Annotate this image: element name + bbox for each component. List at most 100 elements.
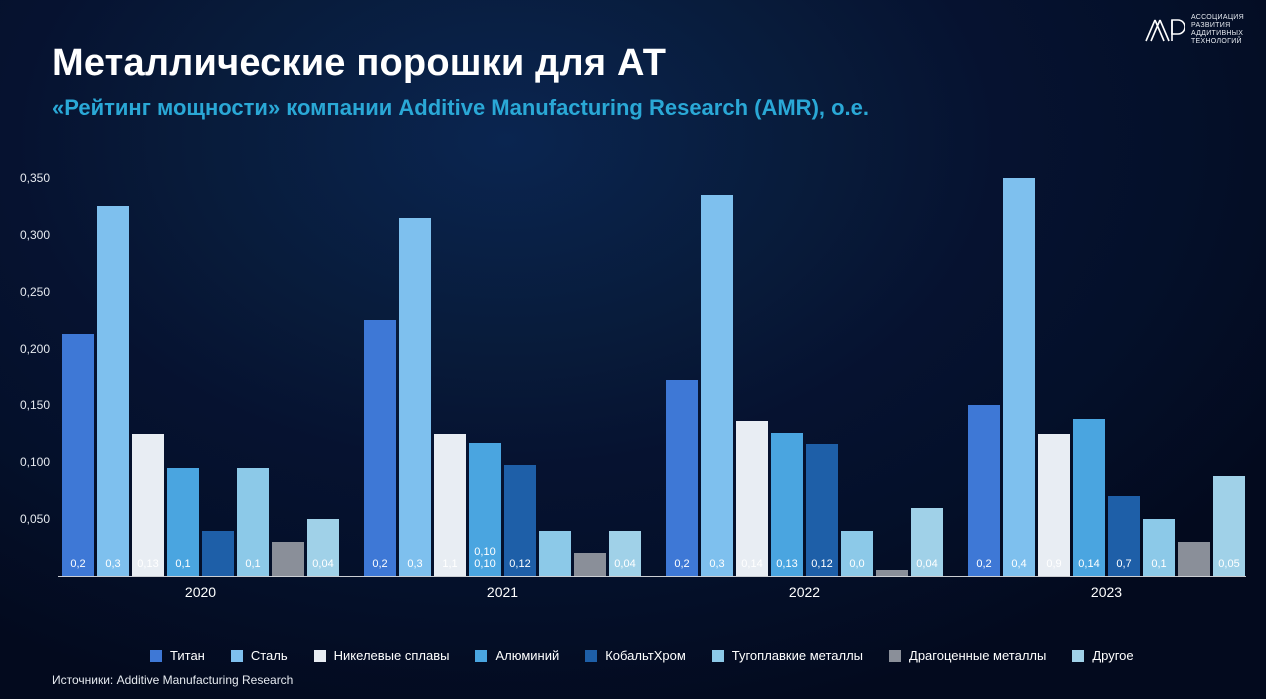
legend-swatch [1072,650,1084,662]
y-tick-label: 0,200 [20,342,50,356]
chart-plot: 0,0500,1000,1500,2000,2500,3000,3500,20,… [58,178,1246,577]
legend-item: Сталь [231,648,288,663]
legend-item: Титан [150,648,205,663]
bar: 0,2 [364,320,396,576]
legend-swatch [231,650,243,662]
legend-label: Титан [170,648,205,663]
bar-value-label: 0,2 [70,558,85,570]
x-tick-label: 2023 [1091,584,1122,600]
legend-swatch [585,650,597,662]
logo-text-line: ТЕХНОЛОГИЙ [1191,38,1244,46]
bar: 0,9 [1038,434,1070,576]
y-tick-label: 0,350 [20,171,50,185]
chart-legend: Титан Сталь Никелевые сплавы Алюминий Кобаль… [150,648,1206,663]
bar-value-label: 0,04 [916,558,937,570]
x-tick-label: 2020 [185,584,216,600]
y-tick-label: 0,050 [20,512,50,526]
chart: 0,050 0,100 0,150 0,200 0,250 0,300 0,350 0,2 0,… [20,168,1246,616]
bar-value-label: 0,1 [175,558,190,570]
legend-swatch [889,650,901,662]
bar: 0,0 [841,531,873,576]
logo-text-line: АДДИТИВНЫХ [1191,30,1244,38]
legend-label: КобальтХром [605,648,686,663]
legend-item: Никелевые сплавы [314,648,450,663]
y-tick-label: 0,300 [20,228,50,242]
bar: 1,1 [434,434,466,576]
source-attribution: Источники: Additive Manufacturing Resear… [52,673,293,687]
bar: 0,1 [1143,519,1175,576]
legend-item: Драгоценные металлы [889,648,1046,663]
bar: 0,3 [701,195,733,576]
y-tick-label: 0,150 [20,398,50,412]
y-tick-label: 0,250 [20,285,50,299]
bar-value-label: 0,2 [372,558,387,570]
bar-value-label: 0,14 [1078,558,1099,570]
bar [202,531,234,576]
legend-swatch [314,650,326,662]
header: Металлические порошки для АТ «Рейтинг мо… [52,42,1146,121]
bar [272,542,304,576]
x-tick-label: 2021 [487,584,518,600]
bar-value-label: 0,7 [1116,558,1131,570]
bar-value-label: 0,04 [312,558,333,570]
bar: 0,3 [97,206,129,576]
legend-label: Никелевые сплавы [334,648,450,663]
bar: 0,04 [307,519,339,576]
x-tick-label: 2022 [789,584,820,600]
bar-value-label: 0,3 [105,558,120,570]
legend-swatch [712,650,724,662]
slide: { "header": { "title": "Металлические по… [0,0,1266,699]
bar: 0,2 [666,380,698,576]
bar: 0,12 [806,444,838,576]
logo-text: АССОЦИАЦИЯ РАЗВИТИЯ АДДИТИВНЫХ ТЕХНОЛОГИ… [1191,14,1244,46]
y-tick-label: 0,100 [20,455,50,469]
bar: 0,4 [1003,178,1035,576]
bar-value-label: 0,1 [1151,558,1166,570]
bar: 0,2 [968,405,1000,576]
legend-label: Другое [1092,648,1133,663]
legend-label: Тугоплавкие металлы [732,648,863,663]
logo-text-line: АССОЦИАЦИЯ [1191,14,1244,22]
bar: 0,2 [62,334,94,576]
bar-value-label: 0,1 [245,558,260,570]
bar-value-label: 0,13 [137,558,158,570]
logo-text-line: РАЗВИТИЯ [1191,22,1244,30]
bar: 0,1 [167,468,199,576]
bar-value-label: 0,9 [1046,558,1061,570]
bar: 0,13 [132,434,164,576]
bar-value-label: 0,12 [509,558,530,570]
bar [539,531,571,576]
bar-value-label: 0,13 [776,558,797,570]
bar: 0,7 [1108,496,1140,576]
bar: 0,14 [1073,419,1105,576]
bar: 0,14 [736,421,768,576]
legend-item: Тугоплавкие металлы [712,648,863,663]
bar [1178,542,1210,576]
legend-item: Алюминий [475,648,559,663]
bar-value-label: 0,2 [674,558,689,570]
legend-label: Драгоценные металлы [909,648,1046,663]
bar-value-label: 0,0 [849,558,864,570]
bar-value-label: 0,14 [741,558,762,570]
bar-value-label: 0,05 [1218,558,1239,570]
legend-swatch [475,650,487,662]
bar-value-label: 0,100,10 [474,546,495,570]
legend-label: Сталь [251,648,288,663]
bar: 0,13 [771,433,803,576]
bar: 0,100,10 [469,443,501,576]
bar: 0,04 [609,531,641,576]
bar-value-label: 0,04 [614,558,635,570]
logo-icon [1143,16,1185,44]
bar-value-label: 0,12 [811,558,832,570]
legend-item: КобальтХром [585,648,686,663]
bar-value-label: 1,1 [442,558,457,570]
page-subtitle: «Рейтинг мощности» компании Additive Man… [52,95,1146,121]
legend-swatch [150,650,162,662]
bar-value-label: 0,3 [407,558,422,570]
bar: 0,1 [237,468,269,576]
bar-value-label: 0,3 [709,558,724,570]
bar-value-label: 0,4 [1011,558,1026,570]
bar: 0,04 [911,508,943,576]
bar [574,553,606,576]
bar: 0,05 [1213,476,1245,576]
